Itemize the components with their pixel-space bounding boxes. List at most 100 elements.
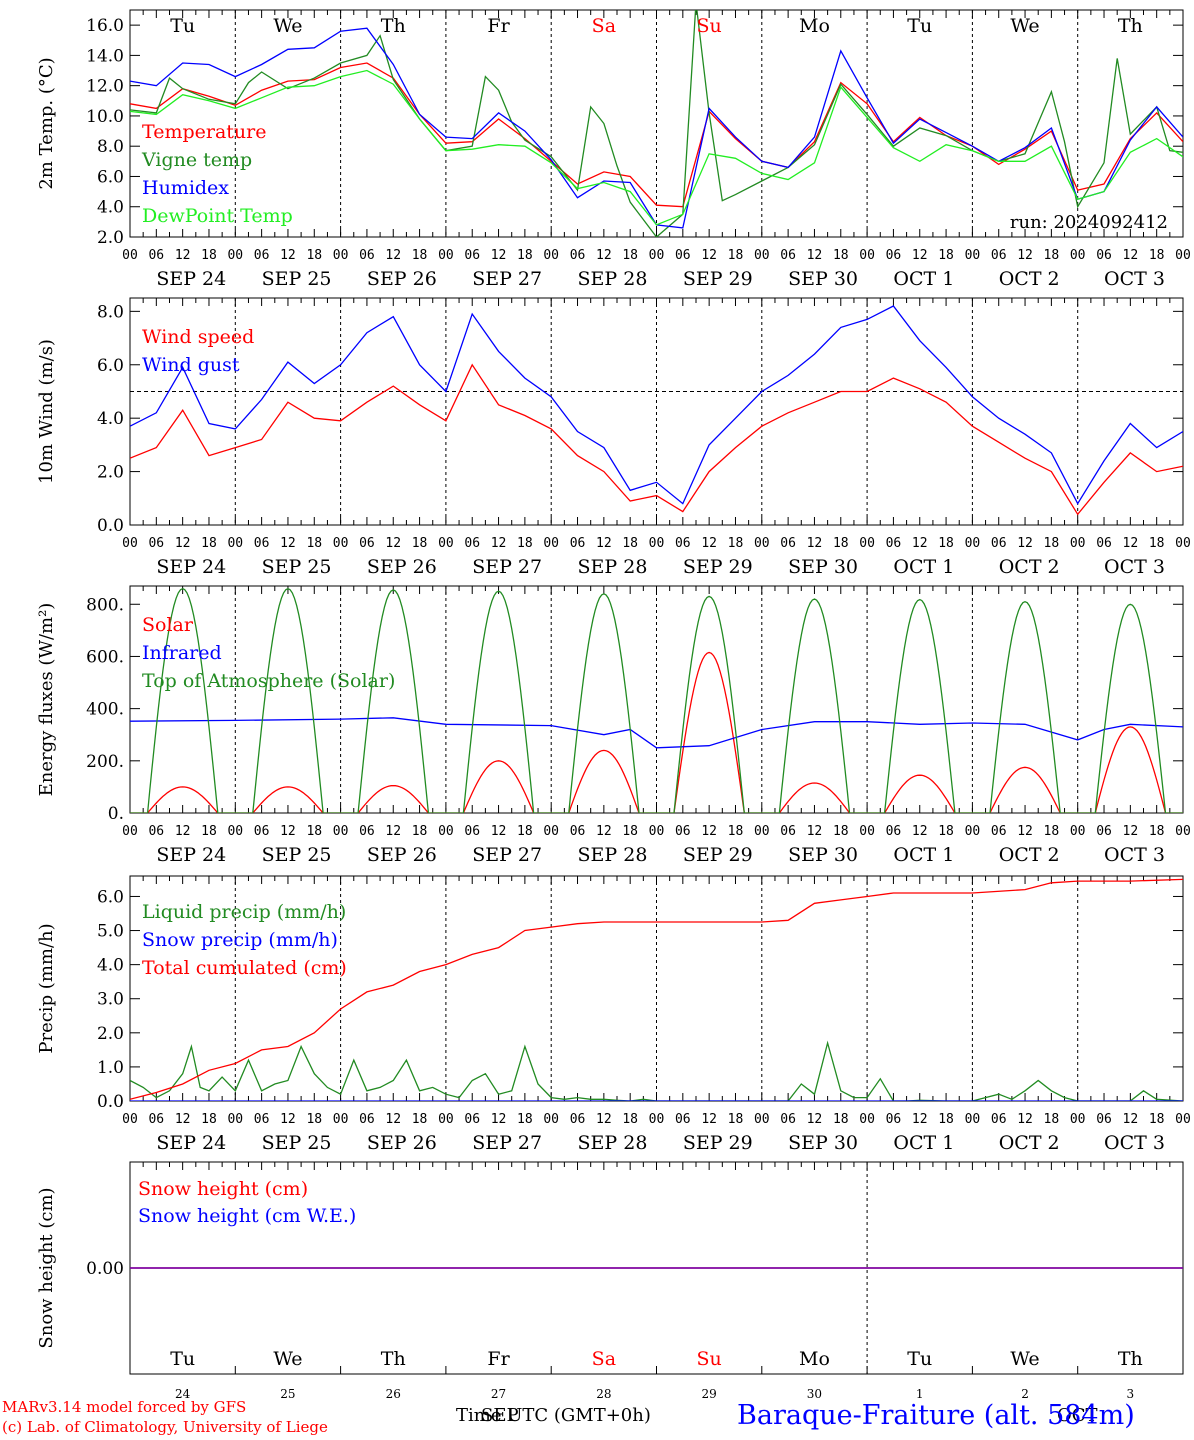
hour-label: 18 xyxy=(728,248,744,263)
hour-label: 00 xyxy=(965,824,981,839)
day-label: Th xyxy=(381,1348,406,1370)
hour-label: 06 xyxy=(359,824,375,839)
hour-label: 06 xyxy=(991,824,1007,839)
hour-label: 06 xyxy=(675,1112,691,1127)
y-axis-label: 2m Temp. (°C) xyxy=(36,57,57,189)
hour-label: 12 xyxy=(596,536,612,551)
hour-label: 18 xyxy=(201,824,217,839)
hour-label: 18 xyxy=(412,248,428,263)
hour-label: 00 xyxy=(438,1112,454,1127)
hour-label: 00 xyxy=(859,248,875,263)
hour-label: 12 xyxy=(491,248,507,263)
day-number: 25 xyxy=(280,1387,295,1401)
day-label: Tu xyxy=(170,1348,195,1370)
y-tick-label: 4.0 xyxy=(97,409,124,429)
hour-label: 06 xyxy=(570,248,586,263)
legend-entry: Infrared xyxy=(142,642,222,664)
hour-label: 00 xyxy=(122,1112,138,1127)
series-line-liquid-precip-mm-h- xyxy=(130,1040,1183,1101)
date-label: SEP 28 xyxy=(578,844,648,866)
series-line-dewpoint-temp xyxy=(130,69,1183,226)
date-label: SEP 26 xyxy=(367,268,437,290)
hour-label: 18 xyxy=(833,824,849,839)
legend-entry: Temperature xyxy=(142,121,266,143)
hour-label: 00 xyxy=(543,824,559,839)
hour-label: 00 xyxy=(1070,824,1086,839)
y-tick-label: 10.0 xyxy=(86,107,124,127)
hour-label: 00 xyxy=(965,536,981,551)
date-label: OCT 2 xyxy=(999,844,1060,866)
hour-label: 12 xyxy=(385,1112,401,1127)
y-axis-label: Energy fluxes (W/m²) xyxy=(36,603,57,797)
y-axis-label: Precip (mm/h) xyxy=(36,923,57,1053)
hour-label: 18 xyxy=(833,536,849,551)
y-tick-label: 0.0 xyxy=(97,1092,124,1112)
y-tick-label: 8.0 xyxy=(97,137,124,157)
hour-label: 06 xyxy=(148,1112,164,1127)
hour-label: 18 xyxy=(1149,536,1165,551)
y-tick-label: 4.0 xyxy=(97,956,124,976)
y-tick-label: 0. xyxy=(108,804,124,824)
legend-entry: Wind gust xyxy=(142,354,240,376)
date-label: SEP 30 xyxy=(788,844,858,866)
date-label: SEP 28 xyxy=(578,556,648,578)
hour-label: 00 xyxy=(438,536,454,551)
day-label: Sa xyxy=(592,15,616,37)
hour-label: 18 xyxy=(1149,248,1165,263)
hour-label: 06 xyxy=(464,248,480,263)
y-tick-label: 6.0 xyxy=(97,887,124,907)
date-label: OCT 3 xyxy=(1104,556,1165,578)
hour-label: 00 xyxy=(1175,1112,1191,1127)
hour-label: 06 xyxy=(570,824,586,839)
hour-label: 12 xyxy=(175,248,191,263)
hour-label: 00 xyxy=(543,1112,559,1127)
hour-label: 06 xyxy=(148,824,164,839)
date-label: SEP 24 xyxy=(156,556,226,578)
hour-label: 00 xyxy=(1175,536,1191,551)
date-label: SEP 25 xyxy=(262,268,332,290)
day-label: Th xyxy=(381,15,406,37)
hour-label: 00 xyxy=(543,536,559,551)
hour-label: 06 xyxy=(359,1112,375,1127)
hour-label: 12 xyxy=(175,824,191,839)
hour-label: 18 xyxy=(1044,1112,1060,1127)
hour-label: 18 xyxy=(728,536,744,551)
date-label: SEP 24 xyxy=(156,844,226,866)
legend-entry: DewPoint Temp xyxy=(142,205,293,227)
panel-3: 0. 200. 400. 600. 800. Energy fluxes (W/m²) So… xyxy=(36,585,1191,866)
hour-label: 18 xyxy=(938,1112,954,1127)
hour-label: 18 xyxy=(622,824,638,839)
hour-label: 00 xyxy=(859,824,875,839)
date-label: SEP 28 xyxy=(578,1132,648,1154)
hour-label: 06 xyxy=(464,824,480,839)
hour-label: 18 xyxy=(938,824,954,839)
hour-label: 18 xyxy=(728,1112,744,1127)
y-tick-label: 400. xyxy=(86,700,124,720)
hour-label: 18 xyxy=(622,248,638,263)
hour-label: 18 xyxy=(517,248,533,263)
date-label: SEP 26 xyxy=(367,556,437,578)
y-tick-label: 600. xyxy=(86,647,124,667)
day-number: 3 xyxy=(1127,1387,1135,1401)
station-label: Baraque-Fraiture (alt. 584m) xyxy=(737,1400,1135,1431)
hour-label: 00 xyxy=(227,536,243,551)
y-tick-label: 6.0 xyxy=(97,167,124,187)
day-label: Mo xyxy=(799,1348,830,1370)
hour-label: 12 xyxy=(1017,536,1033,551)
series-group xyxy=(130,878,1183,1101)
day-number: 1 xyxy=(916,1387,924,1401)
day-number: 27 xyxy=(491,1387,506,1401)
hour-label: 18 xyxy=(1044,824,1060,839)
hour-label: 06 xyxy=(148,536,164,551)
hour-label: 12 xyxy=(701,536,717,551)
hour-label: 18 xyxy=(412,536,428,551)
hour-label: 06 xyxy=(254,824,270,839)
hour-label: 00 xyxy=(227,824,243,839)
hour-label: 00 xyxy=(859,1112,875,1127)
hour-label: 12 xyxy=(807,1112,823,1127)
date-label: SEP 27 xyxy=(472,844,542,866)
hour-label: 00 xyxy=(859,536,875,551)
hour-label: 18 xyxy=(622,1112,638,1127)
hour-label: 06 xyxy=(1096,248,1112,263)
y-tick-label: 12.0 xyxy=(86,77,124,97)
